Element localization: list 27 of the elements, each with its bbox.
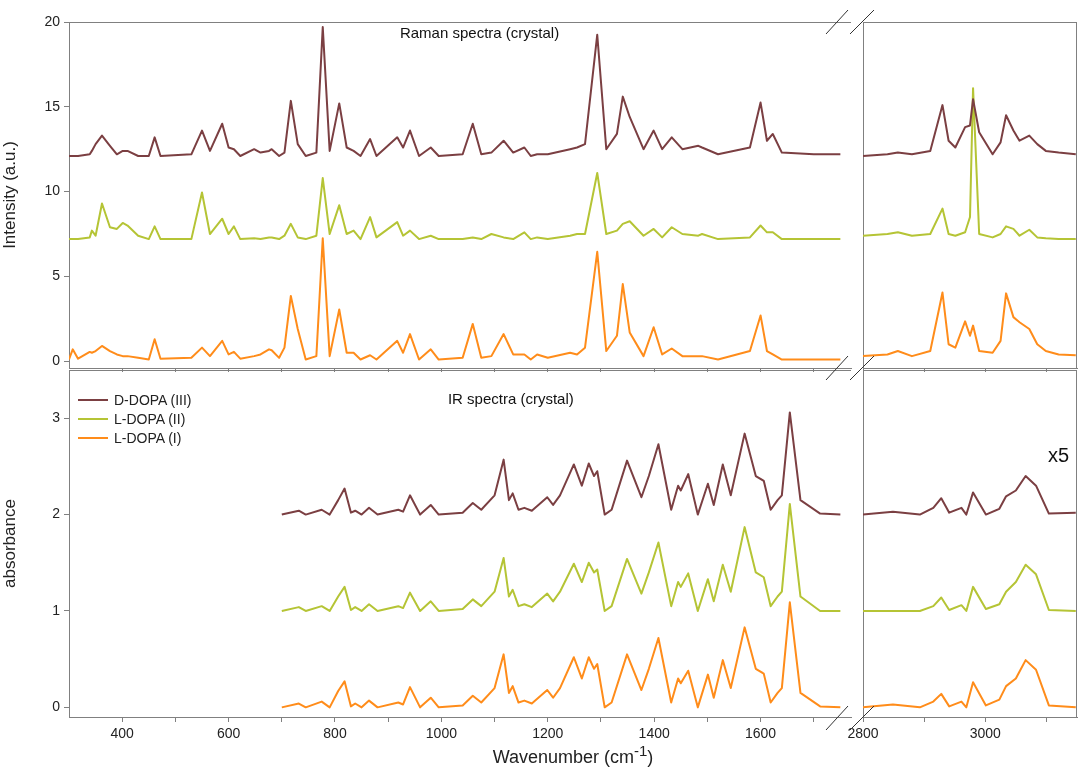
y-tick-label: 0 [52, 352, 61, 369]
y-tick-label: 20 [44, 12, 61, 29]
y-axis-title: absorbance [0, 499, 19, 588]
annotation: x5 [1047, 443, 1069, 466]
y-tick-label: 2 [52, 505, 61, 522]
y-axis-title: Intensity (a.u.) [0, 141, 19, 249]
x-tick-label: 1200 [532, 725, 564, 742]
y-tick-label: 1 [52, 601, 61, 618]
x-tick-label: 1600 [744, 725, 777, 742]
y-tick-label: 15 [44, 97, 61, 114]
x-tick-label: 2800 [847, 725, 879, 742]
legend-label: D-DOPA (III) [114, 391, 192, 408]
x-tick-label: 600 [216, 725, 241, 742]
x-tick-label: 800 [323, 725, 347, 742]
chart-title: Raman spectra (crystal) [399, 23, 560, 41]
y-tick-label: 10 [44, 182, 61, 199]
text: IR spectra (crystal) [447, 389, 574, 407]
x-tick-label: 3000 [969, 725, 1002, 742]
x-tick-label: 400 [110, 725, 135, 742]
y-tick-label: 0 [52, 698, 61, 715]
x-tick-label: 1400 [638, 725, 670, 742]
y-tick-label: 3 [52, 409, 61, 426]
legend-label: L-DOPA (I) [114, 429, 182, 446]
y-tick-label: 5 [52, 267, 61, 284]
x-tick-label: 1000 [425, 725, 458, 742]
legend-label: L-DOPA (II) [114, 410, 186, 427]
x-axis-title: Wavenumber (cm$^{-1}$) [492, 742, 654, 768]
